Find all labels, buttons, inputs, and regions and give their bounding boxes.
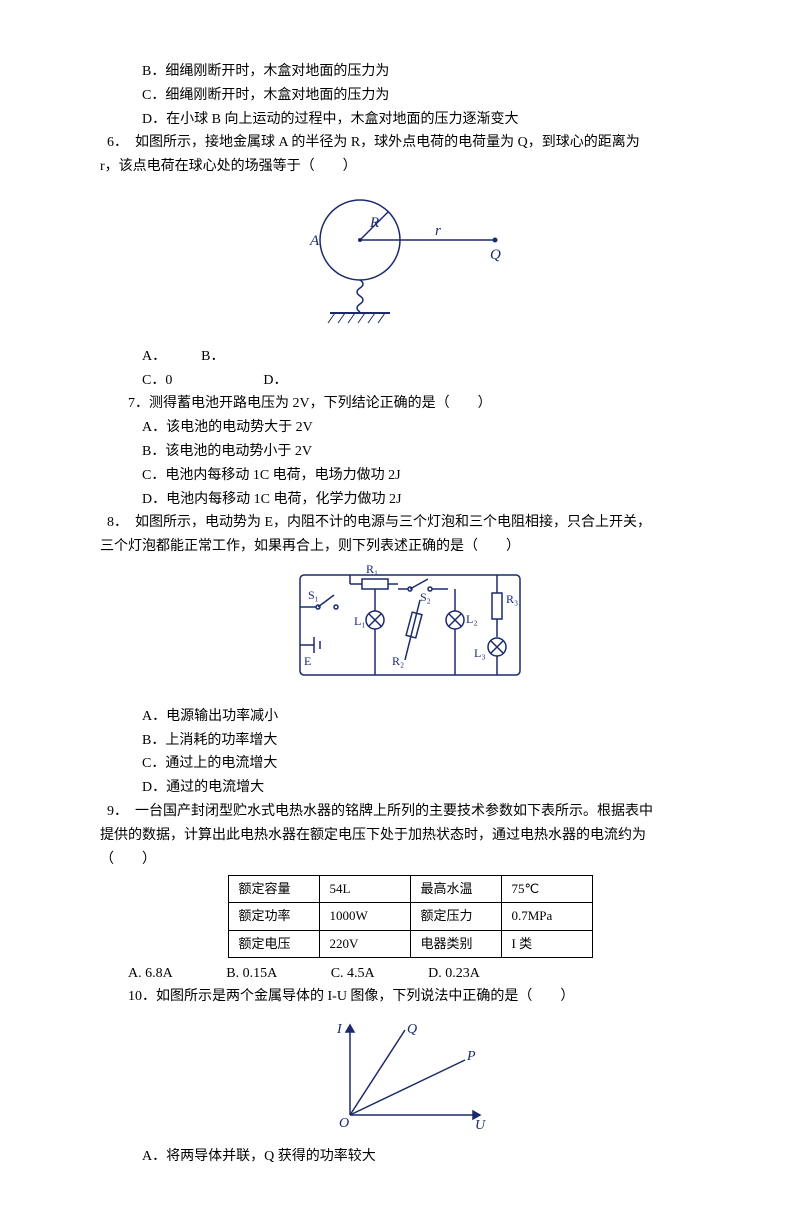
table-row: 额定电压 220V 电器类别 I 类 (228, 930, 592, 957)
label-r: r (435, 223, 441, 239)
cell: 0.7MPa (501, 903, 592, 930)
q6-opt-b: B． (201, 349, 224, 364)
q6-stem-1: 6． 如图所示，接地金属球 A 的半径为 R，球外点电荷的电荷量为 Q，到球心的… (100, 131, 720, 155)
label-Q: Q (490, 247, 501, 263)
q7-opt-d: D．电池内每移动 1C 电荷，化学力做功 2J (100, 488, 720, 512)
q8-opt-c: C．通过上的电流增大 (100, 752, 720, 776)
cell: 最高水温 (410, 876, 501, 903)
q8-opt-d: D．通过的电流增大 (100, 776, 720, 800)
lbl-S2: S₂ (420, 590, 431, 604)
q8-stem-1: 8． 如图所示，电动势为 E，内阻不计的电源与三个灯泡和三个电阻相接，只合上开关… (100, 511, 720, 535)
q8-stem-2: 三个灯泡都能正常工作，如果再合上，则下列表述正确的是（ ） (100, 535, 720, 559)
q9-stem-3: （ ） (100, 848, 720, 872)
cell: 额定容量 (228, 876, 319, 903)
line-P: P (466, 1049, 476, 1064)
q10-stem: 10．如图所示是两个金属导体的 I-U 图像，下列说法中正确的是（ ） (100, 985, 720, 1009)
q9-opt-c: C. 4.5A (331, 962, 375, 986)
lbl-L1: L₁ (354, 614, 366, 628)
q9-opt-a: A. 6.8A (128, 962, 173, 986)
q7-opt-b: B．该电池的电动势小于 2V (100, 440, 720, 464)
q7-opt-a: A．该电池的电动势大于 2V (100, 416, 720, 440)
table-row: 额定容量 54L 最高水温 75℃ (228, 876, 592, 903)
table-row: 额定功率 1000W 额定压力 0.7MPa (228, 903, 592, 930)
q8-figure: S₁ E R₁ L₁ S₂ R₂ L₂ R₃ L₃ (100, 565, 720, 699)
cell: 75℃ (501, 876, 592, 903)
axis-I: I (336, 1022, 343, 1037)
q6-opts-ab: A． B． (100, 345, 720, 369)
q6-opt-c: C．0 (142, 373, 172, 388)
q6-stem-2: r，该点电荷在球心处的场强等于（ ） (100, 155, 720, 179)
lbl-R2: R₂ (392, 654, 404, 668)
cell: I 类 (501, 930, 592, 957)
lbl-R3: R₃ (506, 592, 518, 606)
q9-stem-1: 9． 一台国产封闭型贮水式电热水器的铭牌上所列的主要技术参数如下表所示。根据表中 (100, 800, 720, 824)
axis-U: U (475, 1118, 486, 1130)
cell: 额定压力 (410, 903, 501, 930)
cell: 1000W (319, 903, 410, 930)
q6-opt-d: D． (263, 373, 287, 388)
q5-opt-d: D．在小球 B 向上运动的过程中，木盒对地面的压力逐渐变大 (100, 108, 720, 132)
cell: 54L (319, 876, 410, 903)
q10-opt-a: A．将两导体并联，Q 获得的功率较大 (100, 1145, 720, 1169)
lbl-S1: S₁ (308, 588, 319, 602)
cell: 电器类别 (410, 930, 501, 957)
q6-figure: R r Q A (100, 185, 720, 339)
q6-opts-cd: C．0 D． (100, 369, 720, 393)
lbl-L3: L₃ (474, 646, 486, 660)
label-A: A (309, 233, 320, 249)
q10-figure: I U O Q P (100, 1015, 720, 1139)
cell: 额定功率 (228, 903, 319, 930)
cell: 220V (319, 930, 410, 957)
q9-options: A. 6.8A B. 0.15A C. 4.5A D. 0.23A (100, 962, 720, 986)
q8-opt-a: A．电源输出功率减小 (100, 705, 720, 729)
label-R: R (369, 215, 379, 231)
line-Q: Q (407, 1022, 417, 1037)
lbl-R1: R₁ (366, 565, 378, 576)
q9-opt-d: D. 0.23A (428, 962, 480, 986)
origin-O: O (339, 1116, 349, 1130)
q5-opt-b: B．细绳刚断开时，木盒对地面的压力为 (100, 60, 720, 84)
q9-stem-2: 提供的数据，计算出此电热水器在额定电压下处于加热状态时，通过电热水器的电流约为 (100, 824, 720, 848)
q9-opt-b: B. 0.15A (226, 962, 277, 986)
q7-opt-c: C．电池内每移动 1C 电荷，电场力做功 2J (100, 464, 720, 488)
lbl-L2: L₂ (466, 612, 478, 626)
q5-opt-c: C．细绳刚断开时，木盒对地面的压力为 (100, 84, 720, 108)
q8-opt-b: B．上消耗的功率增大 (100, 729, 720, 753)
q9-spec-table: 额定容量 54L 最高水温 75℃ 额定功率 1000W 额定压力 0.7MPa… (228, 875, 593, 957)
cell: 额定电压 (228, 930, 319, 957)
q6-opt-a: A． (142, 349, 166, 364)
q7-stem: 7．测得蓄电池开路电压为 2V，下列结论正确的是（ ） (100, 392, 720, 416)
lbl-E: E (304, 654, 311, 668)
